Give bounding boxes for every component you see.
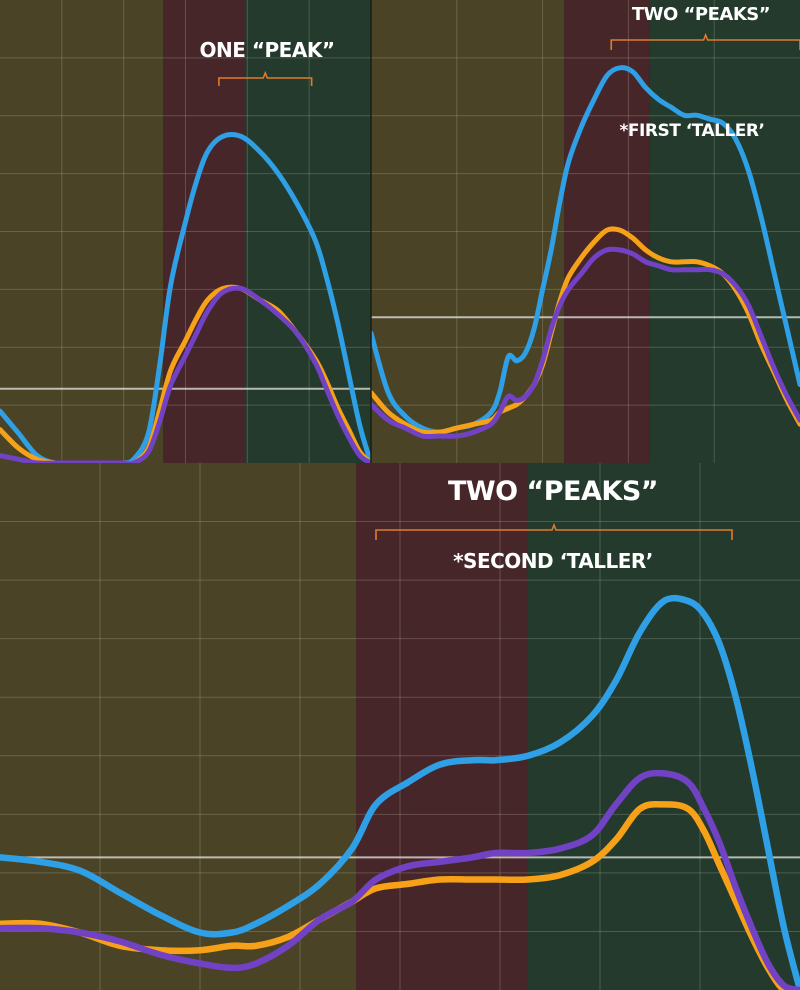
zone-band-zone-2 [356, 463, 528, 990]
chart-panel-2 [371, 0, 800, 463]
annotation-two-peaks-top: TWO “PEAKS” [632, 4, 770, 25]
annotation-first-taller: *FIRST ‘TALLER’ [620, 121, 765, 141]
chart-panel-3 [0, 463, 800, 990]
annotation-bracket-1 [218, 70, 313, 86]
chart-panel-1 [0, 0, 371, 463]
zone-band-zone-3 [649, 0, 800, 463]
series-line-orange [0, 284, 371, 463]
zone-band-zone-1 [0, 0, 164, 463]
grid [0, 463, 800, 990]
zone-band-zone-1 [0, 463, 356, 990]
series-line-purple [0, 285, 371, 463]
zone-band-zone-2 [163, 0, 245, 463]
annotation-one-peak: ONE “PEAK” [200, 38, 335, 62]
annotation-bracket-3 [375, 522, 733, 540]
series-line-purple [0, 769, 800, 990]
series-line-orange [0, 800, 800, 990]
series-line-blue [0, 132, 371, 463]
annotation-two-peaks-bottom: TWO “PEAKS” [448, 476, 658, 507]
annotation-bracket-2 [610, 32, 800, 50]
series-line-purple [371, 246, 800, 440]
series-line-blue [0, 594, 800, 990]
zone-band-zone-3 [528, 463, 800, 990]
annotation-second-taller: *SECOND ‘TALLER’ [453, 549, 653, 573]
grid [371, 0, 800, 463]
